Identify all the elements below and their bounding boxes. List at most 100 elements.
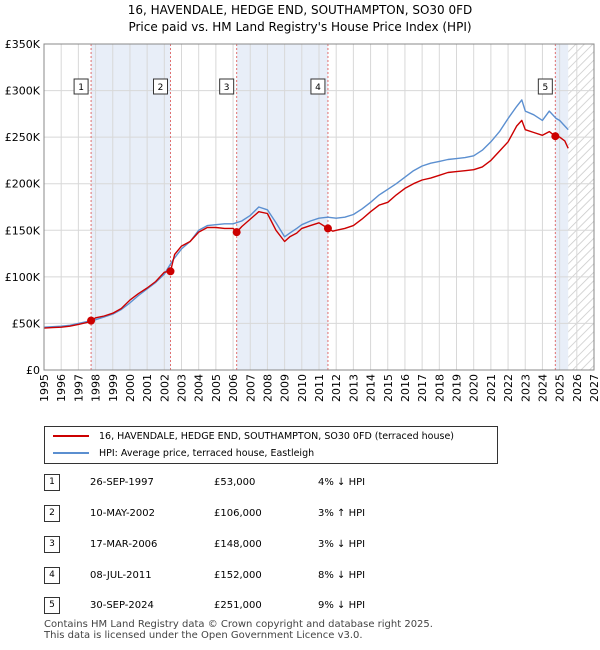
table-row: 2 10-MAY-2002 £106,000 3% ↑ HPI (0, 505, 600, 525)
sale-price: £152,000 (214, 570, 262, 581)
x-tick-label: 2023 (519, 374, 532, 402)
ownership-period-band (236, 44, 328, 370)
sale-hpi-diff: 9% ↓ HPI (318, 600, 366, 611)
sale-price: £53,000 (214, 477, 256, 488)
y-tick-label: £200K (5, 178, 41, 191)
sale-label-box (310, 78, 326, 95)
sale-date: 08-JUL-2011 (90, 570, 152, 581)
table-row: 1 26-SEP-1997 £53,000 4% ↓ HPI (0, 474, 600, 494)
sale-hpi-diff: 8% ↓ HPI (318, 570, 366, 581)
x-tick-label: 2008 (261, 374, 274, 402)
sale-label: 2 (158, 83, 164, 93)
sale-label-box (537, 78, 553, 95)
plot-frame (43, 43, 595, 371)
sale-date: 17-MAR-2006 (90, 539, 158, 550)
sale-number-box: 2 (44, 505, 60, 522)
forecast-hatch-region (568, 44, 594, 370)
price-chart: 1 2 3 4 5 £0 £50K £100K £150K £200K £250K £300K £35… (5, 38, 600, 402)
x-tick-label: 2017 (416, 374, 429, 402)
sale-number-box: 4 (44, 567, 60, 584)
sale-hpi-diff: 3% ↑ HPI (318, 508, 366, 519)
x-tick-label: 2011 (313, 374, 326, 402)
sale-date: 30-SEP-2024 (90, 600, 154, 611)
footer-license: This data is licensed under the Open Gov… (44, 630, 363, 641)
legend-price-swatch (53, 435, 89, 437)
x-tick-label: 2005 (210, 374, 223, 402)
x-tick-label: 2010 (296, 374, 309, 402)
sale-point (323, 224, 332, 233)
chart-subtitle: Price paid vs. HM Land Registry's House … (128, 20, 472, 34)
sale-label: 3 (224, 83, 230, 93)
x-tick-label: 2021 (485, 374, 498, 402)
sale-price: £251,000 (214, 600, 262, 611)
x-tick-label: 2009 (279, 374, 292, 402)
table-row: 3 17-MAR-2006 £148,000 3% ↓ HPI (0, 536, 600, 556)
legend-item-price: 16, HAVENDALE, HEDGE END, SOUTHAMPTON, S… (53, 429, 454, 443)
sale-point (551, 132, 560, 141)
x-tick-label: 2013 (347, 374, 360, 402)
y-tick-label: £350K (5, 38, 41, 51)
sale-point (166, 267, 175, 276)
sale-price: £148,000 (214, 539, 262, 550)
price-paid-line (43, 119, 569, 329)
x-tick-label: 1999 (107, 374, 120, 402)
legend-hpi-swatch (53, 452, 89, 454)
sale-price: £106,000 (214, 508, 262, 519)
sale-hpi-diff: 4% ↓ HPI (318, 477, 366, 488)
y-tick-label: £300K (5, 85, 41, 98)
legend-price-label: 16, HAVENDALE, HEDGE END, SOUTHAMPTON, S… (99, 430, 454, 442)
footer-copyright: Contains HM Land Registry data © Crown c… (44, 619, 433, 630)
table-row: 5 30-SEP-2024 £251,000 9% ↓ HPI (0, 597, 600, 617)
chart-legend: 16, HAVENDALE, HEDGE END, SOUTHAMPTON, S… (44, 426, 498, 464)
x-tick-label: 2015 (382, 374, 395, 402)
y-tick-label: £50K (12, 317, 41, 330)
footer-notice: Contains HM Land Registry data © Crown c… (44, 619, 433, 641)
sale-number-box: 5 (44, 597, 60, 614)
x-tick-label: 1996 (55, 374, 68, 402)
hpi-line (43, 99, 569, 328)
sale-date: 26-SEP-1997 (90, 477, 154, 488)
y-tick-label: £100K (5, 271, 41, 284)
x-tick-label: 2003 (176, 374, 189, 402)
x-tick-label: 2022 (502, 374, 515, 402)
legend-hpi-label: HPI: Average price, terraced house, East… (99, 447, 315, 459)
x-tick-label: 2004 (193, 374, 206, 402)
x-tick-label: 2014 (365, 374, 378, 402)
chart-title: 16, HAVENDALE, HEDGE END, SOUTHAMPTON, S… (127, 3, 473, 17)
x-tick-label: 2026 (571, 374, 584, 402)
x-tick-label: 1995 (38, 374, 51, 402)
sale-label-box (219, 78, 235, 95)
y-tick-label: £250K (5, 131, 41, 144)
sale-point (232, 228, 241, 237)
table-row: 4 08-JUL-2011 £152,000 8% ↓ HPI (0, 567, 600, 587)
x-tick-label: 2002 (158, 374, 171, 402)
x-tick-label: 2007 (244, 374, 257, 402)
sale-date: 10-MAY-2002 (90, 508, 156, 519)
x-tick-label: 1998 (90, 374, 103, 402)
y-tick-label: £150K (5, 224, 41, 237)
legend-item-hpi: HPI: Average price, terraced house, East… (53, 446, 314, 460)
sale-number-box: 1 (44, 474, 60, 491)
sale-label-box (73, 78, 89, 95)
sale-label: 1 (78, 83, 84, 93)
x-tick-label: 2024 (536, 374, 549, 402)
x-tick-label: 2000 (124, 374, 137, 402)
x-tick-label: 1997 (72, 374, 85, 402)
x-tick-label: 2027 (588, 374, 600, 402)
x-tick-label: 2001 (141, 374, 154, 402)
x-tick-label: 2018 (433, 374, 446, 402)
x-tick-label: 2012 (330, 374, 343, 402)
x-tick-label: 2006 (227, 374, 240, 402)
y-tick-label: £0 (26, 364, 40, 377)
sale-label: 5 (542, 83, 548, 93)
x-tick-label: 2016 (399, 374, 412, 402)
sale-number-box: 3 (44, 536, 60, 553)
sale-label: 4 (315, 83, 321, 93)
sale-point (87, 316, 96, 325)
x-tick-label: 2025 (554, 374, 567, 402)
sale-hpi-diff: 3% ↓ HPI (318, 539, 366, 550)
sale-label-box (153, 78, 168, 95)
x-tick-label: 2020 (468, 374, 481, 402)
ownership-period-band (555, 44, 569, 370)
x-tick-label: 2019 (451, 374, 464, 402)
